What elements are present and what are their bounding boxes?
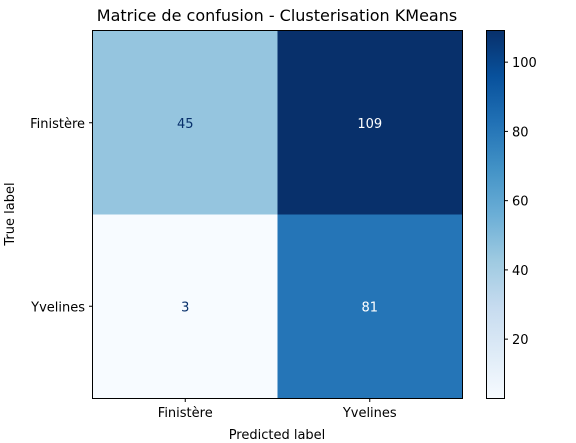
colorbar-tick-label: 40: [512, 264, 529, 279]
colorbar-ticks: 20 40 60 80 100: [504, 56, 537, 348]
cell-value-label: 45: [177, 117, 194, 132]
plot-frame: [92, 30, 463, 399]
matrix-cell: [93, 31, 278, 215]
matrix-cells: 45 109 3 81: [93, 31, 463, 399]
colorbar-tick-label: 80: [512, 125, 529, 140]
y-axis-ticks: Finistère Yvelines: [30, 117, 93, 315]
x-tick-label: Finistère: [158, 406, 213, 421]
colorbar-tick-label: 100: [512, 56, 537, 71]
cell-value-label: 3: [181, 300, 189, 315]
y-tick-label: Finistère: [30, 117, 85, 132]
x-axis-ticks: Finistère Yvelines: [158, 398, 397, 421]
chart-title: Matrice de confusion - Clusterisation KM…: [97, 6, 457, 25]
y-axis-label: True label: [3, 182, 18, 246]
x-tick-label: Yvelines: [342, 406, 397, 421]
y-tick-label: Yvelines: [30, 300, 85, 315]
colorbar-tick-label: 20: [512, 333, 529, 348]
matrix-cell: [277, 214, 463, 399]
cell-value-label: 109: [357, 117, 382, 132]
matrix-cell: [93, 214, 278, 399]
colorbar-tick-label: 60: [512, 195, 529, 210]
colorbar: [486, 30, 505, 399]
x-axis-label: Predicted label: [229, 428, 326, 443]
cell-value-label: 81: [361, 300, 378, 315]
matrix-cell: [277, 31, 463, 215]
